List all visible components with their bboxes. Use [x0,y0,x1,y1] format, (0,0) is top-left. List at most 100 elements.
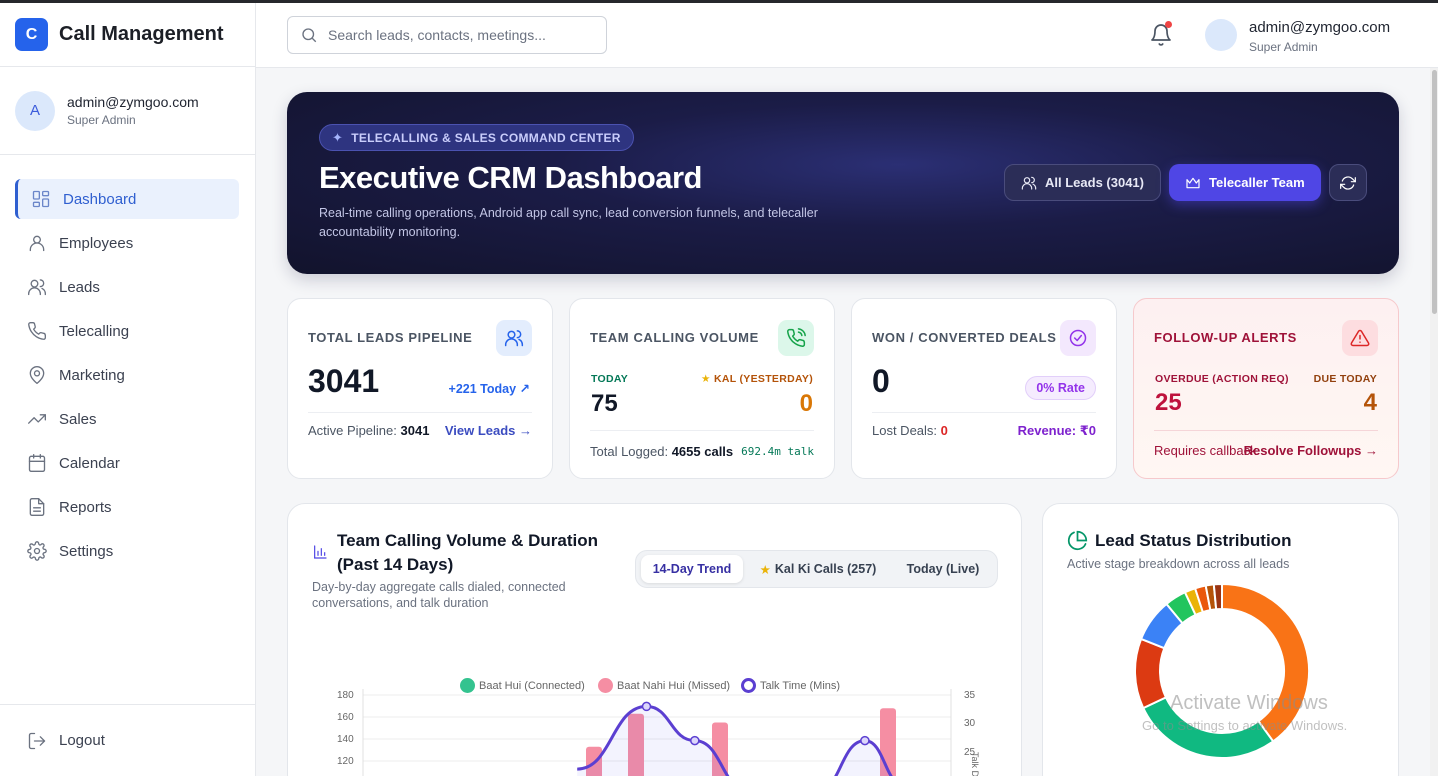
resolve-followups-link[interactable]: Resolve Followups → [1243,443,1378,458]
tab-kal-ki-calls[interactable]: ★ Kal Ki Calls (257) [749,555,887,583]
lost-deals: Lost Deals: 0 [872,423,948,438]
star-icon: ★ [701,373,711,385]
panel-title-line2: (Past 14 Days) [337,555,454,574]
hero-subtitle: Real-time calling operations, Android ap… [319,206,818,239]
sidebar-item-leads[interactable]: Leads [15,267,239,307]
sidebar-item-label: Dashboard [63,190,137,208]
window-top-strip [0,0,1438,3]
hero-badge: ✦ TELECALLING & SALES COMMAND CENTER [319,124,634,151]
talk-time-point [690,735,700,746]
legend-connected[interactable]: Baat Hui (Connected) [460,678,585,693]
y-tick-label: 160 [337,712,354,723]
sidebar-user-email: admin@zymgoo.com [67,94,199,110]
telecaller-team-button[interactable]: Telecaller Team [1169,164,1321,201]
trending-up-icon [28,414,46,424]
all-leads-button[interactable]: All Leads (3041) [1004,164,1161,201]
card-title: FOLLOW-UP ALERTS [1154,330,1297,345]
calendar-icon [28,454,46,472]
y-tick-label: 180 [337,690,354,701]
sidebar-item-sales[interactable]: Sales [15,399,239,439]
sidebar-item-label: Leads [59,278,100,296]
sidebar-item-settings[interactable]: Settings [15,531,239,571]
refresh-icon [1340,175,1356,190]
star-icon: ★ [759,562,771,577]
donut-slice [1212,582,1223,611]
sidebar-item-dashboard[interactable]: Dashboard [15,179,239,219]
scrollbar-thumb[interactable] [1432,70,1437,314]
sidebar: C Call Management A admin@zymgoo.com Sup… [0,3,256,776]
legend-missed[interactable]: Baat Nahi Hui (Missed) [598,678,730,693]
file-text-icon [29,498,45,516]
panel-subtitle: Day-by-day aggregate calls dialed, conne… [312,579,566,611]
user-icon [29,235,45,252]
map-pin-icon [29,366,45,384]
logout-button[interactable]: Logout [0,704,255,776]
sidebar-item-label: Calendar [59,454,120,472]
sidebar-item-label: Reports [59,498,112,516]
brand-name: Call Management [59,23,224,45]
legend-label: Baat Hui (Connected) [479,679,585,692]
crown-icon [1186,177,1200,188]
lead-status-panel: Lead Status Distribution Active stage br… [1042,503,1399,776]
lost-deals-value: 0 [940,423,948,438]
calling-trend-panel: Team Calling Volume & Duration (Past 14 … [287,503,1022,776]
overdue-label: OVERDUE (ACTION REQ) [1155,373,1289,385]
brand[interactable]: C Call Management [0,3,255,67]
legend-talk-time[interactable]: Talk Time (Mins) [741,678,840,693]
divider [872,412,1096,413]
panel-title-line1: Team Calling Volume & Duration [337,531,599,550]
scrollbar-track[interactable] [1430,68,1438,776]
search-box[interactable] [287,16,607,54]
refresh-button[interactable] [1329,164,1367,201]
sidebar-item-employees[interactable]: Employees [15,223,239,263]
conversion-rate-badge: 0% Rate [1025,376,1096,400]
divider [308,412,532,413]
tab-14-day-trend[interactable]: 14-Day Trend [641,555,743,583]
notifications-button[interactable] [1149,21,1173,47]
search-icon [302,28,317,43]
legend-swatch [460,678,475,693]
notification-dot [1165,21,1172,28]
lost-deals-label: Lost Deals: [872,423,938,438]
sidebar-item-calendar[interactable]: Calendar [15,443,239,483]
donut-slice [1134,637,1168,710]
total-leads-card: TOTAL LEADS PIPELINE 3041 +221 Today ↗ A… [287,298,553,479]
y-right-tick-label: 30 [964,718,976,729]
top-header: admin@zymgoo.com Super Admin [256,3,1438,68]
total-logged: Total Logged: 4655 calls [590,444,733,459]
bell-icon [1151,24,1171,46]
phone-call-icon [778,320,814,356]
y-tick-label: 120 [337,756,354,767]
hero-banner: ✦ TELECALLING & SALES COMMAND CENTER Exe… [287,92,1399,274]
active-pipeline: Active Pipeline: 3041 [308,423,429,438]
status-donut-chart [1134,582,1310,759]
sidebar-user: A admin@zymgoo.com Super Admin [0,67,255,155]
today-label: TODAY [591,373,629,385]
sidebar-item-telecalling[interactable]: Telecalling [15,311,239,351]
total-logged-value: 4655 calls [671,444,734,459]
sidebar-item-reports[interactable]: Reports [15,487,239,527]
sidebar-item-marketing[interactable]: Marketing [15,355,239,395]
view-leads-link[interactable]: View Leads → [444,423,532,438]
missed-bar [712,722,728,776]
gear-icon [27,541,47,561]
check-circle-icon [1060,320,1096,356]
activate-windows-hint: Go to Settings to activate Windows. [1142,718,1348,733]
header-user[interactable]: admin@zymgoo.com Super Admin [1249,19,1390,54]
legend-label: Baat Nahi Hui (Missed) [617,679,731,692]
hero-badge-text: TELECALLING & SALES COMMAND CENTER [351,130,621,145]
calling-volume-card: TEAM CALLING VOLUME TODAY 75 ★ KAL (YEST… [569,298,835,479]
panel-subtitle: Active stage breakdown across all leads [1067,557,1290,571]
header-avatar[interactable] [1205,19,1237,51]
alert-triangle-icon [1342,320,1378,356]
tab-kal-ki-calls-label: Kal Ki Calls (257) [774,562,877,576]
card-title: WON / CONVERTED DEALS [872,330,1057,345]
talk-time-point [860,735,870,746]
tab-today-live[interactable]: Today (Live) [906,562,980,576]
card-title: TEAM CALLING VOLUME [590,330,759,345]
search-input[interactable] [328,27,588,43]
all-leads-label: All Leads (3041) [1045,175,1144,190]
phone-icon [28,321,47,340]
avatar: A [15,90,55,131]
sidebar-item-label: Sales [59,410,97,428]
